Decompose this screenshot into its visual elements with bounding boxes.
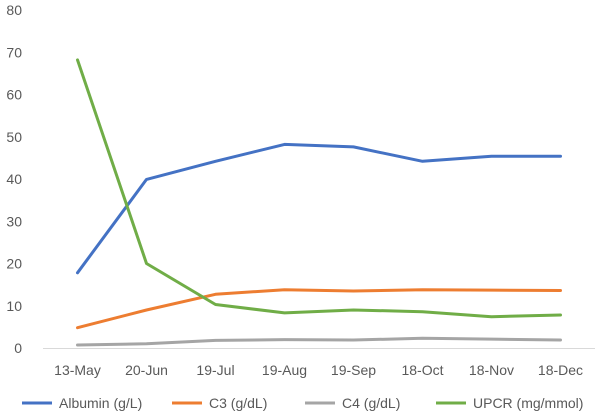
x-tick-label: 18-Dec [538,362,583,378]
y-tick-label: 70 [6,44,22,60]
legend-label-1: C3 (g/dL) [209,395,267,411]
legend-label-0: Albumin (g/L) [59,395,142,411]
legend-label-2: C4 (g/dL) [342,395,400,411]
x-tick-label: 19-Aug [262,362,307,378]
y-tick-label: 50 [6,129,22,145]
series-line-2 [76,336,562,347]
x-tick-label: 18-Nov [469,362,514,378]
series-line-3 [76,58,562,319]
legend: Albumin (g/L) C3 (g/dL) C4 (g/dL) UPCR (mg/… [22,395,583,411]
y-axis: 0 10 20 30 40 50 60 70 80 [6,2,22,356]
x-tick-label: 13-May [54,362,101,378]
y-tick-label: 30 [6,213,22,229]
series-lines [76,58,562,347]
y-tick-label: 40 [6,171,22,187]
y-tick-label: 0 [14,340,22,356]
x-tick-label: 19-Sep [331,362,376,378]
x-tick-label: 20-Jun [125,362,168,378]
x-tick-label: 18-Oct [401,362,443,378]
y-tick-label: 60 [6,87,22,103]
x-axis: 13-May 20-Jun 19-Jul 19-Aug 19-Sep 18-Oct 18-N… [54,362,583,378]
series-line-1 [76,288,562,330]
legend-label-3: UPCR (mg/mmol) [473,395,583,411]
x-tick-label: 19-Jul [196,362,234,378]
y-tick-label: 20 [6,256,22,272]
y-tick-label: 80 [6,2,22,18]
series-line-0 [76,142,562,275]
y-tick-label: 10 [6,298,22,314]
